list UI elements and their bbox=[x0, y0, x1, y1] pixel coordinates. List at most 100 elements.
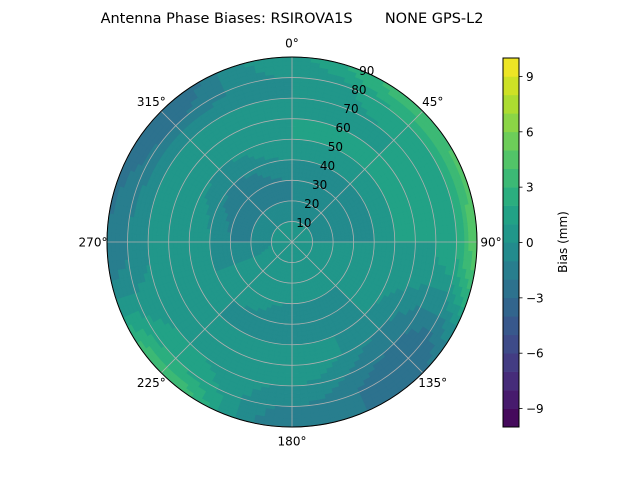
contour-cell bbox=[285, 356, 293, 362]
contour-cell bbox=[197, 246, 203, 253]
contour-cell bbox=[205, 241, 211, 247]
contour-cell bbox=[156, 241, 161, 250]
contour-cell bbox=[143, 241, 149, 251]
contour-cell bbox=[464, 241, 470, 252]
contour-cell bbox=[291, 77, 301, 83]
contour-cell bbox=[221, 238, 227, 243]
contour-cell bbox=[291, 159, 297, 165]
contour-cell bbox=[455, 241, 461, 252]
contour-cell bbox=[291, 364, 299, 370]
contour-cell bbox=[402, 235, 408, 243]
contour-cell bbox=[291, 414, 302, 420]
contour-cell bbox=[365, 237, 371, 243]
contour-cell bbox=[439, 241, 445, 251]
contour-cell bbox=[291, 344, 298, 350]
contour-cell bbox=[282, 405, 293, 411]
contour-cell bbox=[114, 232, 120, 243]
contour-cell bbox=[296, 335, 303, 341]
contour-cell bbox=[285, 360, 293, 366]
contour-cell bbox=[114, 241, 120, 252]
contour-cell bbox=[377, 236, 383, 243]
contour-cell bbox=[139, 241, 145, 251]
contour-cell bbox=[468, 241, 474, 252]
contour-cell bbox=[361, 241, 367, 247]
contour-cell bbox=[291, 143, 298, 148]
contour-cell bbox=[291, 327, 298, 333]
contour-cell bbox=[291, 368, 300, 374]
contour-cell bbox=[468, 232, 474, 243]
contour-cell bbox=[398, 241, 404, 249]
contour-cell bbox=[291, 97, 300, 103]
contour-cell bbox=[281, 331, 288, 337]
contour-cell bbox=[435, 233, 441, 243]
contour-cell bbox=[291, 122, 299, 128]
contour-cell bbox=[402, 241, 408, 249]
contour-cell bbox=[291, 315, 297, 321]
contour-cell bbox=[284, 373, 293, 378]
contour-fill bbox=[106, 56, 478, 428]
contour-cell bbox=[238, 241, 244, 246]
contour-cell bbox=[295, 311, 301, 317]
contour-cell bbox=[217, 241, 223, 247]
contour-cell bbox=[435, 241, 441, 251]
contour-cell bbox=[291, 163, 297, 169]
contour-cell bbox=[123, 241, 129, 252]
contour-cell bbox=[291, 118, 299, 124]
contour-cell bbox=[213, 241, 219, 247]
contour-cell bbox=[460, 241, 465, 252]
contour-cell bbox=[291, 114, 299, 120]
contour-cell bbox=[291, 130, 299, 136]
contour-cell bbox=[345, 238, 350, 243]
contour-cell bbox=[296, 151, 302, 157]
contour-cell bbox=[431, 241, 437, 250]
contour-cell bbox=[447, 241, 453, 251]
contour-cell bbox=[427, 234, 433, 243]
contour-cell bbox=[390, 236, 396, 243]
contour-cell bbox=[291, 393, 301, 399]
contour-cell bbox=[110, 241, 116, 252]
contour-cell bbox=[135, 233, 141, 243]
contour-cell bbox=[131, 233, 137, 243]
contour-cell bbox=[188, 241, 194, 248]
contour-cell bbox=[217, 245, 223, 251]
contour-cell bbox=[385, 246, 391, 253]
contour-cell bbox=[382, 241, 387, 248]
contour-cell bbox=[427, 241, 433, 250]
contour-cell bbox=[172, 235, 178, 243]
contour-cell bbox=[288, 299, 293, 304]
contour-cell bbox=[340, 238, 346, 243]
contour-cell bbox=[283, 389, 293, 395]
contour-cell bbox=[291, 405, 302, 411]
contour-cell bbox=[176, 241, 182, 249]
contour-cell bbox=[168, 241, 174, 249]
contour-cell bbox=[410, 241, 416, 249]
contour-cell bbox=[291, 410, 302, 415]
contour-cell bbox=[386, 241, 391, 248]
contour-cell bbox=[291, 290, 296, 296]
contour-cell bbox=[151, 234, 157, 243]
contour-cell bbox=[213, 237, 219, 243]
contour-cell bbox=[234, 244, 240, 249]
contour-cell bbox=[286, 336, 293, 341]
contour-cell bbox=[369, 237, 375, 243]
contour-cell bbox=[225, 241, 231, 246]
contour-cell bbox=[451, 241, 457, 251]
contour-cell bbox=[291, 348, 299, 354]
contour-cell bbox=[286, 340, 293, 346]
contour-cell bbox=[164, 241, 170, 249]
contour-cell bbox=[357, 238, 363, 243]
contour-cell bbox=[386, 236, 391, 243]
contour-cell bbox=[286, 327, 293, 333]
chart-title: Antenna Phase Biases: RSIROVA1S NONE GPS… bbox=[101, 11, 484, 27]
contour-cell bbox=[349, 241, 354, 246]
contour-cell bbox=[284, 377, 293, 383]
contour-cell bbox=[291, 171, 296, 177]
contour-cell bbox=[230, 241, 235, 246]
contour-cell bbox=[234, 241, 239, 246]
contour-cell bbox=[423, 234, 428, 243]
contour-cell bbox=[221, 241, 227, 246]
contour-cell bbox=[373, 241, 379, 247]
contour-cell bbox=[285, 352, 293, 358]
contour-cell bbox=[291, 134, 298, 140]
